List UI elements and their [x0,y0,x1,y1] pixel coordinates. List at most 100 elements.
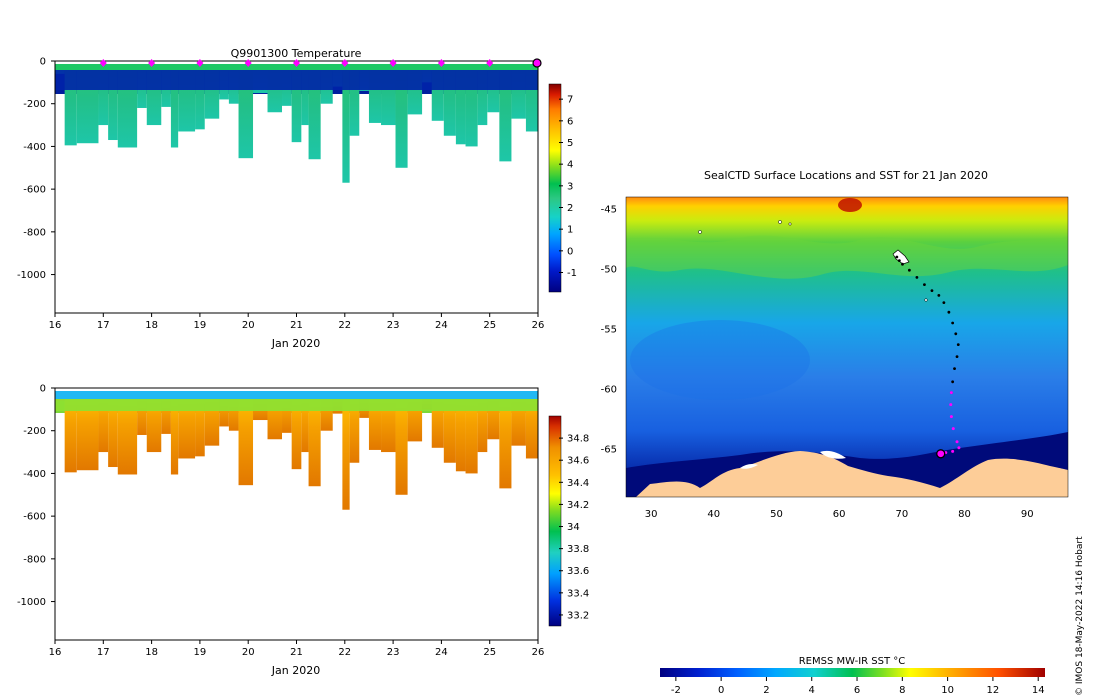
colorbar-tick-label: 4 [567,160,573,171]
map-x-tick-label: 40 [707,509,720,520]
map-y-tick-label: -45 [601,205,617,216]
colorbar-tick-label: 3 [567,181,573,192]
temperature-profile-column [349,67,360,136]
x-tick-label: 26 [532,647,545,658]
salinity-profile-column [137,396,147,435]
salinity-profile-column [477,396,488,453]
track-point [915,276,919,279]
colorbar-tick-label: 34.8 [567,434,589,445]
map-title: SealCTD Surface Locations and SST for 21… [704,169,988,182]
recent-track-point [949,403,953,407]
x-tick-label: 23 [387,647,400,658]
x-tick-label: 19 [194,320,207,331]
x-tick-label: 17 [97,320,110,331]
track-point [923,283,926,286]
map-plot-area [626,197,1068,497]
salinity-x-label: Jan 2020 [271,664,320,677]
x-tick-label: 18 [145,647,158,658]
fresh-surface-overlay [55,391,538,399]
sst-tick-label: 10 [941,685,954,696]
cold-layer-overlay [55,68,538,90]
sst-tick-label: 2 [763,685,769,696]
x-tick-label: 25 [483,320,496,331]
salinity-profile-column [195,396,205,457]
surface-marker [148,59,156,67]
x-tick-label: 26 [532,320,545,331]
y-tick-label: -400 [23,469,46,480]
x-tick-label: 16 [49,647,62,658]
salinity-y-axis: 0 -200 -400 -600 -800 -1000 [17,384,55,608]
colorbar-tick-label: 33.2 [567,610,589,621]
credit-text: © IMOS 18-May-2022 14:16 Hobart [1075,536,1085,696]
sst-map-panel: SealCTD Surface Locations and SST for 21… [601,169,1085,696]
salinity-profile-column [465,396,478,474]
heard-island [924,298,928,302]
track-point [907,268,911,272]
temperature-x-axis: 16 17 18 19 20 21 22 23 24 25 26 [49,313,545,331]
salinity-profile-column [291,396,302,470]
temperature-profile-column [291,67,302,143]
sst-tick-label: 0 [718,685,724,696]
track-point [930,289,934,292]
surface-marker [341,59,349,67]
map-y-tick-label: -55 [601,325,617,336]
last-profile-marker [532,58,542,68]
x-tick-label: 24 [435,320,448,331]
temperature-profile-column [170,67,179,148]
map-x-tick-label: 90 [1021,509,1034,520]
y-tick-label: -600 [23,185,46,196]
colorbar-tick-label: 34.4 [567,478,589,489]
temperature-x-label: Jan 2020 [271,337,320,350]
map-x-tick-label: 70 [895,509,908,520]
track-point [937,294,941,297]
salinity-profile-column [76,396,99,471]
y-tick-label: 0 [40,57,46,68]
x-tick-label: 25 [483,647,496,658]
x-tick-label: 21 [290,320,303,331]
recent-track-point [951,449,955,453]
surface-marker [244,59,252,67]
colorbar-tick-label: 33.8 [567,544,589,555]
salinity-profile-column [308,396,321,487]
map-frame [625,196,1069,498]
salinity-profile-column [301,396,309,453]
y-tick-label: -1000 [17,270,46,281]
surface-marker [99,59,107,67]
x-tick-label: 16 [49,320,62,331]
sst-colorbar [660,668,1045,677]
surface-marker [389,59,397,67]
colorbar-tick-label: 34.2 [567,500,589,511]
recent-track-point [957,446,961,450]
x-tick-label: 21 [290,647,303,658]
colorbar-tick-label: 33.4 [567,588,589,599]
temperature-profile-column [108,67,118,141]
x-tick-label: 17 [97,647,110,658]
track-point [947,310,951,314]
y-tick-label: -600 [23,512,46,523]
salinity-profile-column [219,396,229,427]
track-point [954,332,958,336]
mid-salinity-overlay [55,399,538,411]
salinity-profile-column [178,396,196,459]
sst-tick-label: 6 [854,685,860,696]
map-x-tick-label: 60 [833,509,846,520]
x-tick-label: 19 [194,647,207,658]
salinity-profile-column [342,396,350,510]
map-x-tick-label: 80 [958,509,971,520]
temperature-profile-column [195,67,205,130]
sst-colorbar-ticks: -2 0 2 4 6 8 10 12 14 [671,677,1045,696]
map-x-tick-label: 30 [645,509,658,520]
colorbar-tick-label: 1 [567,225,573,236]
temperature-y-axis: 0 -200 -400 -600 -800 -1000 [17,57,55,281]
y-tick-label: -800 [23,554,46,565]
x-tick-label: 18 [145,320,158,331]
temperature-profile-column [98,67,109,126]
colorbar-tick-label: 5 [567,138,573,149]
ice-shelf-west [740,464,758,469]
temperature-colorbar [548,83,562,293]
x-tick-label: 20 [242,647,255,658]
salinity-profile-column [349,396,360,463]
colorbar-tick-label: 0 [567,246,573,257]
salinity-profile-column [161,396,171,434]
